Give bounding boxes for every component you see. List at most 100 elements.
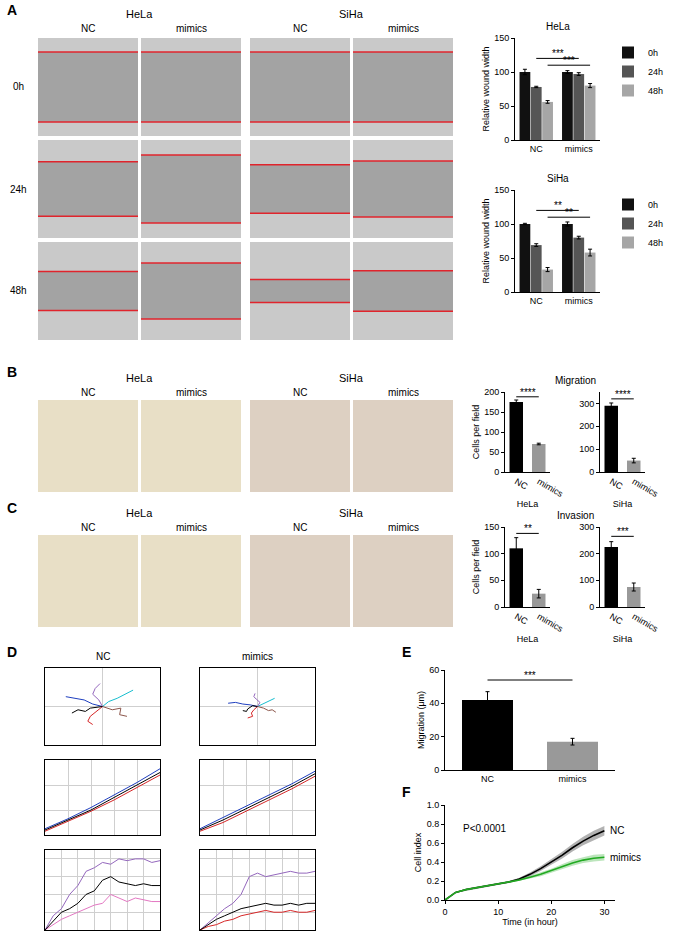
svg-text:**: **	[565, 207, 573, 218]
svg-text:A: A	[7, 2, 17, 18]
svg-text:20: 20	[546, 907, 556, 917]
svg-text:300: 300	[579, 522, 594, 532]
svg-text:24h: 24h	[648, 219, 663, 229]
svg-text:30: 30	[599, 907, 609, 917]
svg-text:0: 0	[442, 907, 447, 917]
svg-text:0.0: 0.0	[427, 895, 440, 905]
svg-text:20: 20	[429, 732, 439, 742]
svg-text:HeLa: HeLa	[126, 372, 153, 384]
svg-text:50: 50	[489, 575, 499, 585]
svg-text:50: 50	[499, 253, 509, 263]
svg-text:0h: 0h	[648, 200, 658, 210]
svg-text:mimics: mimics	[388, 23, 419, 34]
svg-text:mimics: mimics	[559, 774, 587, 784]
svg-text:Migration: Migration	[555, 375, 596, 386]
svg-text:Invasion: Invasion	[557, 510, 594, 521]
svg-text:100: 100	[494, 219, 509, 229]
svg-text:***: ***	[617, 526, 629, 537]
svg-text:SiHa: SiHa	[339, 372, 364, 384]
svg-text:200: 200	[579, 421, 594, 431]
svg-text:100: 100	[484, 427, 499, 437]
svg-text:NC: NC	[530, 144, 543, 154]
svg-text:SiHa: SiHa	[339, 507, 364, 519]
svg-text:NC: NC	[608, 476, 625, 491]
svg-text:50: 50	[499, 101, 509, 111]
svg-text:0: 0	[494, 602, 499, 612]
svg-text:NC: NC	[513, 611, 530, 626]
svg-text:NC: NC	[81, 387, 95, 398]
svg-text:200: 200	[579, 549, 594, 559]
svg-text:100: 100	[494, 67, 509, 77]
svg-text:P<0.0001: P<0.0001	[463, 823, 507, 834]
svg-text:0h: 0h	[648, 48, 658, 58]
svg-text:150: 150	[484, 407, 499, 417]
svg-text:150: 150	[494, 33, 509, 43]
svg-text:0.6: 0.6	[427, 838, 440, 848]
svg-text:***: ***	[524, 670, 536, 681]
svg-text:48h: 48h	[648, 238, 663, 248]
svg-text:100: 100	[579, 444, 594, 454]
svg-text:NC: NC	[293, 23, 307, 34]
svg-text:HeLa: HeLa	[546, 21, 570, 32]
svg-text:SiHa: SiHa	[339, 8, 364, 20]
svg-text:****: ****	[520, 387, 536, 398]
svg-text:***: ***	[552, 48, 564, 59]
svg-text:150: 150	[484, 522, 499, 532]
svg-text:B: B	[7, 364, 17, 380]
svg-text:NC: NC	[481, 774, 494, 784]
svg-text:0: 0	[589, 602, 594, 612]
svg-text:24h: 24h	[10, 184, 27, 195]
svg-text:48h: 48h	[648, 86, 663, 96]
svg-text:10: 10	[493, 907, 503, 917]
svg-text:NC: NC	[610, 825, 624, 836]
svg-text:NC: NC	[608, 611, 625, 626]
svg-text:Cells per field: Cells per field	[471, 405, 481, 460]
svg-text:60: 60	[429, 665, 439, 675]
svg-text:Cells per field: Cells per field	[471, 540, 481, 595]
svg-text:200: 200	[484, 387, 499, 397]
svg-text:****: ****	[615, 389, 631, 400]
svg-text:SiHa: SiHa	[613, 634, 633, 644]
svg-text:100: 100	[484, 549, 499, 559]
svg-text:mimics: mimics	[536, 476, 566, 499]
svg-text:NC: NC	[293, 522, 307, 533]
svg-text:mimics: mimics	[631, 611, 661, 634]
svg-text:HeLa: HeLa	[517, 499, 539, 509]
svg-text:HeLa: HeLa	[517, 634, 539, 644]
svg-text:0.4: 0.4	[427, 857, 440, 867]
svg-text:NC: NC	[96, 651, 110, 662]
svg-text:50: 50	[489, 447, 499, 457]
svg-text:HeLa: HeLa	[126, 8, 153, 20]
svg-text:NC: NC	[81, 23, 95, 34]
svg-text:300: 300	[579, 399, 594, 409]
svg-text:**: **	[554, 200, 562, 211]
svg-text:40: 40	[429, 698, 439, 708]
svg-text:NC: NC	[513, 476, 530, 491]
svg-text:mimics: mimics	[176, 522, 207, 533]
svg-text:NC: NC	[293, 387, 307, 398]
svg-text:D: D	[7, 644, 17, 660]
svg-text:mimics: mimics	[631, 476, 661, 499]
svg-text:0h: 0h	[13, 81, 24, 92]
svg-text:Relative wound width: Relative wound width	[481, 198, 491, 283]
svg-text:0.2: 0.2	[427, 876, 440, 886]
svg-text:Cell index: Cell index	[413, 832, 423, 872]
svg-text:SiHa: SiHa	[547, 173, 569, 184]
svg-text:mimics: mimics	[388, 522, 419, 533]
svg-text:48h: 48h	[10, 285, 27, 296]
svg-text:mimics: mimics	[565, 144, 593, 154]
svg-text:NC: NC	[530, 296, 543, 306]
svg-text:mimics: mimics	[536, 611, 566, 634]
svg-text:0: 0	[494, 467, 499, 477]
svg-text:0: 0	[589, 467, 594, 477]
svg-text:Migration (μm): Migration (μm)	[416, 691, 426, 749]
svg-text:0: 0	[504, 135, 509, 145]
svg-text:100: 100	[579, 575, 594, 585]
svg-text:E: E	[402, 644, 411, 660]
svg-text:0.8: 0.8	[427, 819, 440, 829]
svg-text:***: ***	[563, 55, 575, 66]
svg-text:SiHa: SiHa	[613, 499, 633, 509]
svg-text:mimics: mimics	[176, 23, 207, 34]
svg-text:**: **	[524, 523, 532, 534]
svg-text:C: C	[7, 500, 17, 516]
